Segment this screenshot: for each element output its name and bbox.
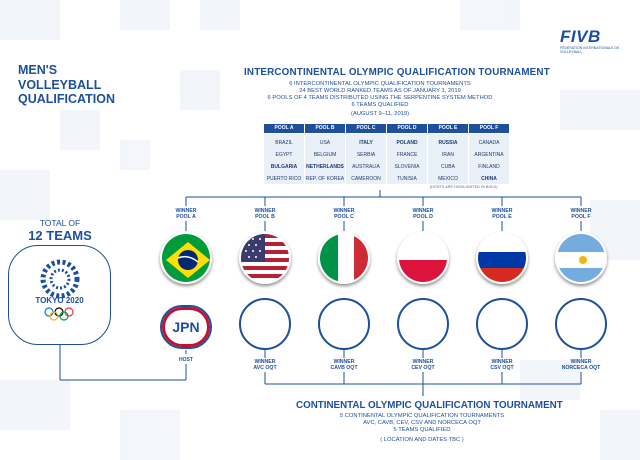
coqt-line: AVC, CAVB, CEV, CSV AND NORCECA OQT <box>363 420 481 426</box>
pool-team: IRAN <box>442 152 454 158</box>
pool-team: CAMEROON <box>351 176 381 182</box>
pool-team: BRAZIL <box>275 140 293 146</box>
pool-team: POLAND <box>396 140 418 146</box>
ioqt-dates: (AUGUST 9–11, 2019) <box>350 111 410 117</box>
winner-pool-f-label: WINNER POOL F <box>570 208 592 220</box>
page-title: MEN'S VOLLEYBALL QUALIFICATION <box>18 63 115 106</box>
winner-pool-b-label: WINNER POOL B <box>254 208 276 220</box>
host-japan-slot: JPN <box>160 305 212 349</box>
pool-team: NETHERLANDS <box>306 164 344 170</box>
pool-team: BULGARIA <box>270 164 298 170</box>
usa-flag-icon <box>239 232 291 284</box>
argentina-flag-icon <box>555 232 607 284</box>
tokyo-emblem-icon <box>40 259 80 321</box>
russia-flag-icon <box>476 232 528 284</box>
winner-pool-a-label: WINNER POOL A <box>175 208 197 220</box>
pool-team: SLOVENIA <box>394 164 420 170</box>
cavb-qualifier-slot <box>318 298 370 350</box>
pool-team: ARGENTINA <box>474 152 504 158</box>
winner-avc-label: WINNER AVC OQT <box>253 359 277 371</box>
pool-team: USA <box>319 140 331 146</box>
pool-header: POOL B <box>305 124 345 133</box>
pool-team: CANADA <box>478 140 500 146</box>
poland-flag-icon <box>397 232 449 284</box>
winner-pool-c-label: WINNER POOL C <box>333 208 355 220</box>
coqt-line: 5 CONTINENTAL OLYMPIC QUALIFICATION TOUR… <box>339 413 505 419</box>
winner-pool-d-label: WINNER POOL D <box>412 208 434 220</box>
ioqt-line: 6 POOLS OF 4 TEAMS DISTRIBUTED USING THE… <box>267 95 493 101</box>
ioqt-line: 6 TEAMS QUALIFIED <box>351 102 409 108</box>
pool-header: POOL A <box>264 124 304 133</box>
coqt-line: 5 TEAMS QUALIFIED <box>393 427 451 433</box>
winner-csv-label: WINNER CSV OQT <box>490 359 514 371</box>
ioqt-heading: INTERCONTINENTAL OLYMPIC QUALIFICATION T… <box>244 67 550 78</box>
total-label: TOTAL OF <box>39 218 81 228</box>
winner-cev-label: WINNER CEV OQT <box>411 359 435 371</box>
avc-qualifier-slot <box>239 298 291 350</box>
host-label: HOST <box>179 357 193 363</box>
csv-qualifier-slot <box>476 298 528 350</box>
italy-flag-icon <box>318 232 370 284</box>
pool-team: BELGIUM <box>313 152 337 158</box>
hosts-note: (HOSTS ARE HIGHLIGHTED IN BOLD) <box>430 185 498 189</box>
fivb-logo: FIVB <box>560 27 601 46</box>
pool-body <box>469 134 509 184</box>
pool-body <box>305 134 345 184</box>
pool-body <box>264 134 304 184</box>
coqt-dates: ( LOCATION AND DATES TBC ) <box>380 437 464 443</box>
pool-header: POOL F <box>469 124 509 133</box>
winner-norceca-label: WINNER NORCECA OQT <box>561 359 601 371</box>
tokyo-2020-label: TOKYO 2020 <box>35 296 84 305</box>
pool-team: AUSTRALIA <box>352 164 380 170</box>
pool-team: FINLAND <box>478 164 500 170</box>
norceca-qualifier-slot <box>555 298 607 350</box>
ioqt-line: 6 INTERCONTINENTAL OLYMPIC QUALIFICATION… <box>289 81 471 87</box>
pool-team: RUSSIA <box>438 140 458 146</box>
pool-header: POOL E <box>428 124 468 133</box>
pool-team: PUERTO RICO <box>266 176 302 182</box>
pool-team: EGYPT <box>275 152 293 158</box>
cev-qualifier-slot <box>397 298 449 350</box>
pool-header: POOL C <box>346 124 386 133</box>
ioqt-line: 24 BEST WORLD RANKED TEAMS AS OF JANUARY… <box>299 88 461 94</box>
pool-team: TUNISIA <box>397 176 417 182</box>
brazil-flag-icon <box>160 232 212 284</box>
tokyo-2020-emblem-box <box>8 245 111 345</box>
pool-team: CUBA <box>441 164 455 170</box>
pool-team: REP. OF KOREA <box>305 176 345 182</box>
pool-team: MEXICO <box>438 176 458 182</box>
total-count: 12 TEAMS <box>28 228 92 243</box>
winner-cavb-label: WINNER CAVB OQT <box>330 359 358 371</box>
pool-header: POOL D <box>387 124 427 133</box>
pool-team: SERBIA <box>356 152 376 158</box>
pool-team: CHINA <box>481 176 497 182</box>
pool-body <box>346 134 386 184</box>
pool-body <box>428 134 468 184</box>
coqt-heading: CONTINENTAL OLYMPIC QUALIFICATION TOURNA… <box>296 400 563 411</box>
pool-team: FRANCE <box>396 152 418 158</box>
winner-pool-e-label: WINNER POOL E <box>491 208 513 220</box>
pool-body <box>387 134 427 184</box>
pool-team: ITALY <box>359 140 373 146</box>
fivb-logo-subtitle: FÉDÉRATION INTERNATIONALE DE VOLLEYBALL <box>560 46 620 54</box>
